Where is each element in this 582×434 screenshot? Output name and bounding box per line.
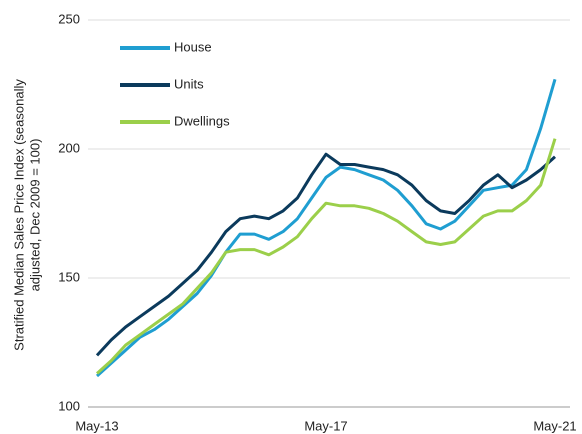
- y-tick-label: 250: [58, 11, 80, 26]
- legend-label: Dwellings: [174, 113, 230, 128]
- y-axis-title-line: Stratified Median Sales Price Index (sea…: [11, 79, 26, 351]
- y-tick-label: 150: [58, 269, 80, 284]
- y-axis-title: Stratified Median Sales Price Index (sea…: [11, 79, 42, 351]
- series-line: [95, 152, 557, 357]
- x-tick-label: May-21: [533, 418, 576, 433]
- x-tick-label: May-13: [75, 418, 118, 433]
- series-line: [95, 78, 557, 378]
- legend-label: Units: [174, 76, 204, 91]
- x-tick-label: May-17: [304, 418, 347, 433]
- y-tick-label: 100: [58, 398, 80, 413]
- legend-label: House: [174, 39, 212, 54]
- y-axis-title-line: adjusted, Dec 2009 = 100): [27, 139, 42, 292]
- y-tick-label: 200: [58, 140, 80, 155]
- series-line: [95, 138, 557, 375]
